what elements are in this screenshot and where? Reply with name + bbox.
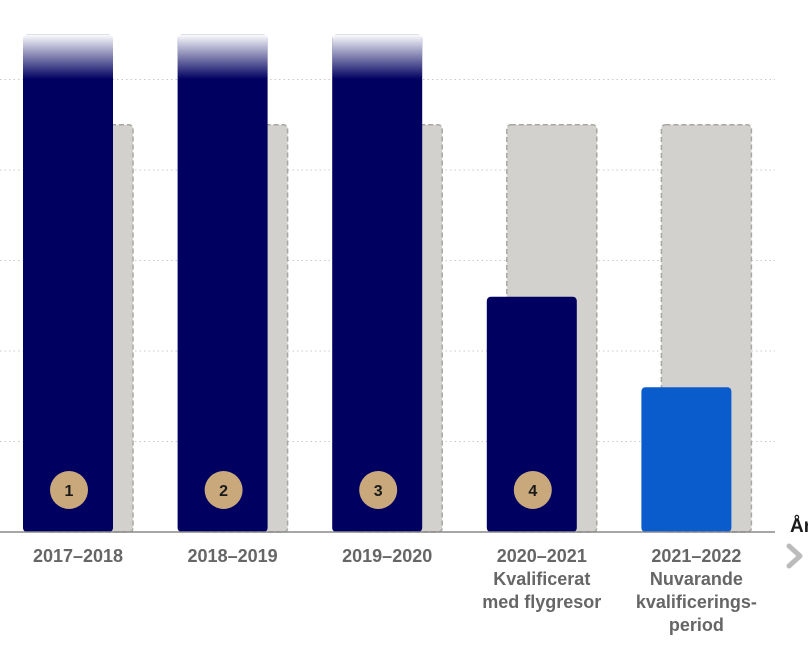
value-bar <box>486 296 577 532</box>
step-badge-number: 2 <box>219 483 228 500</box>
category-label: 2019–2020 <box>342 546 432 566</box>
category-label: 2020–2021 <box>497 546 587 566</box>
step-badge <box>204 471 243 509</box>
category-sublabel: kvalificerings- <box>636 592 757 612</box>
overflow-fade <box>332 34 423 80</box>
chevron-right-icon <box>786 543 803 569</box>
category-label: 2018–2019 <box>188 546 278 566</box>
category-sublabel: period <box>669 615 724 635</box>
step-badge <box>50 471 88 509</box>
step-badge-number: 4 <box>528 483 537 500</box>
category-label: 2017–2018 <box>33 546 123 566</box>
value-bar <box>23 34 113 532</box>
step-badge-number: 3 <box>374 483 383 500</box>
category-sublabel: Kvalificerat <box>493 569 590 589</box>
step-badge-number: 1 <box>65 483 74 500</box>
category-label: 2021–2022 <box>651 546 741 566</box>
overflow-fade <box>177 34 268 80</box>
step-badge <box>513 471 552 509</box>
value-bar <box>332 34 423 532</box>
category-sublabel: med flygresor <box>482 592 601 612</box>
x-axis-end-label: År <box>790 516 808 537</box>
bars: 1 2 3 4 <box>23 34 753 533</box>
overflow-fade <box>23 34 113 80</box>
step-badge <box>359 471 398 509</box>
value-bar <box>641 387 732 532</box>
category-sublabel: Nuvarande <box>650 569 743 589</box>
category-labels: 2017–2018 2018–2019 2019–2020 2020–2021 Kval… <box>33 546 757 635</box>
value-bar <box>177 34 268 532</box>
